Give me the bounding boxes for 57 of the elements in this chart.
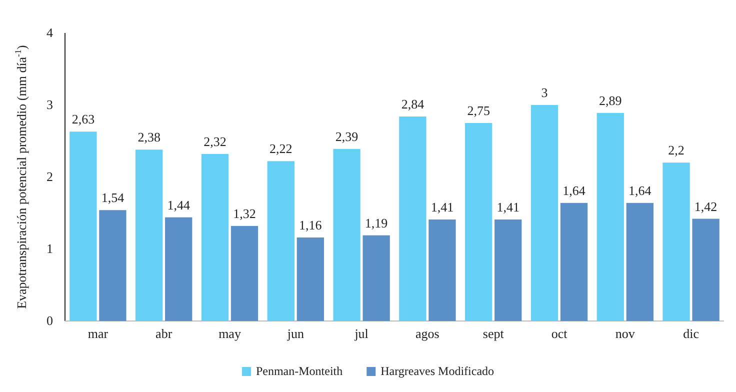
y-tick-label: 0: [46, 313, 53, 328]
x-tick-label: sept: [482, 326, 504, 342]
data-label: 2,75: [467, 103, 490, 118]
data-label: 2,63: [72, 112, 95, 127]
data-label: 1,41: [430, 199, 454, 214]
bar: [267, 161, 294, 321]
bar: [230, 226, 258, 321]
data-label: 1,64: [628, 182, 652, 198]
y-tick-label: 3: [46, 97, 53, 112]
x-tick-label: jun: [286, 326, 304, 342]
legend-label: Penman-Monteith: [256, 364, 343, 378]
data-label: 1,32: [233, 206, 256, 221]
data-label: 2,32: [204, 134, 226, 149]
legend-label: Hargreaves Modificado: [380, 364, 494, 378]
data-label: 2,89: [599, 92, 622, 108]
data-label: 1,16: [299, 217, 322, 232]
bar: [465, 123, 492, 321]
bar: [626, 202, 654, 321]
x-tick-label: oct: [551, 326, 568, 342]
bar: [428, 219, 456, 321]
bar: [296, 237, 324, 321]
data-label: 2,84: [401, 96, 425, 112]
bar: [70, 132, 97, 321]
data-label: 1,64: [562, 182, 586, 198]
data-label: 1,44: [167, 197, 190, 212]
bar: [201, 154, 229, 321]
bar: [494, 219, 522, 321]
x-tick-label: agos: [416, 326, 440, 342]
bar: [333, 148, 360, 321]
bar: [99, 210, 126, 321]
data-label: 3: [541, 85, 548, 100]
bar: [692, 218, 720, 321]
y-tick-label: 2: [46, 169, 53, 184]
bar: [136, 150, 163, 321]
x-tick-label: nov: [615, 326, 636, 342]
data-label: 1,42: [694, 198, 718, 214]
y-tick-label: 1: [46, 241, 53, 256]
y-tick-label: 4: [46, 25, 54, 40]
x-tick-label: may: [218, 326, 242, 342]
data-label: 1,54: [101, 190, 125, 206]
bar: [530, 105, 558, 321]
data-label: 2,39: [335, 128, 358, 144]
x-tick-label: jul: [354, 326, 369, 342]
x-tick-label: dic: [683, 326, 700, 342]
bar: [165, 217, 192, 321]
data-label: 2,2: [668, 142, 684, 158]
bar: [399, 116, 426, 321]
bar: [662, 162, 690, 321]
bar: [596, 112, 624, 321]
data-label: 1,19: [364, 215, 388, 230]
data-label: 1,41: [496, 199, 520, 214]
x-tick-label: abr: [156, 326, 173, 342]
data-label: 2,38: [138, 130, 160, 145]
x-tick-label: mar: [88, 326, 109, 342]
bar: [560, 202, 588, 321]
data-label: 2,22: [270, 141, 292, 156]
bar: [362, 235, 390, 321]
